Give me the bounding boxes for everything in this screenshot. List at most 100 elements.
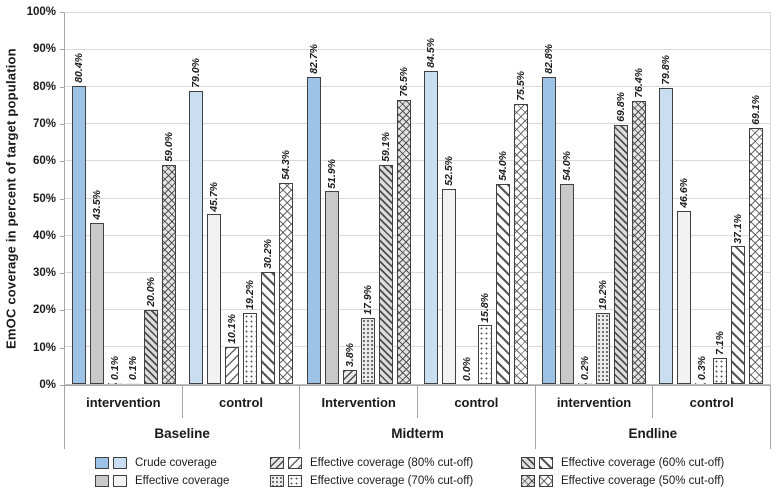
bar-endline-intervention-eff50 bbox=[631, 100, 646, 384]
legend-entry: Crude coverage bbox=[95, 456, 229, 470]
bar-slot: 54.0% bbox=[496, 13, 511, 384]
bar-value-label: 76.5% bbox=[397, 67, 410, 98]
legend-entry: Effective coverage (60% cut-off) bbox=[521, 456, 724, 470]
axis-label-intervention: Intervention bbox=[300, 386, 419, 418]
bar-groups-container: 80.4% 43.5% 0.1% 0.1% 20.0% 59.0% 79.0% 45.7% 10… bbox=[65, 13, 770, 384]
bar-slot: 84.5% bbox=[424, 13, 439, 384]
bar-value-label: 0.1% bbox=[126, 356, 139, 380]
bar-value-label: 20.0% bbox=[144, 277, 157, 307]
y-tick-mark bbox=[60, 273, 64, 275]
legend-swatch-crude-intervention bbox=[95, 457, 109, 469]
bar-slot: 20.0% bbox=[143, 13, 158, 384]
bar-slot: 79.8% bbox=[659, 13, 674, 384]
gridline bbox=[65, 345, 770, 347]
bar-baseline-intervention-eff70 bbox=[125, 383, 140, 384]
bar-baseline-control-eff50 bbox=[279, 182, 294, 384]
bar-value-label: 17.9% bbox=[361, 284, 374, 315]
legend-column-2: Effective coverage (80% cut-off) Effectiv… bbox=[270, 456, 473, 488]
axis-label-intervention: intervention bbox=[64, 386, 183, 418]
legend-entry: Effective coverage (70% cut-off) bbox=[270, 474, 473, 488]
y-tick-mark bbox=[60, 235, 64, 237]
legend-swatch-effective-intervention bbox=[95, 475, 109, 487]
bar-value-label: 84.5% bbox=[425, 37, 437, 68]
y-tick-mark bbox=[60, 385, 64, 386]
legend-swatch-eff80-intervention bbox=[270, 457, 284, 469]
gridline bbox=[65, 160, 770, 162]
bar-value-label: 54.0% bbox=[560, 150, 573, 181]
bar-endline-control-effective bbox=[677, 211, 692, 384]
bar-endline-control-eff60 bbox=[731, 246, 746, 384]
y-tick-label: 30% bbox=[32, 267, 56, 280]
bar-slot: 19.2% bbox=[243, 13, 258, 384]
bar-value-label: 10.1% bbox=[226, 313, 238, 344]
y-tick-label: 50% bbox=[32, 192, 56, 205]
y-tick-label: 70% bbox=[32, 117, 56, 130]
bar-endline-intervention-eff70 bbox=[595, 312, 610, 384]
y-tick-mark bbox=[60, 161, 64, 163]
bar-endline-control-crude bbox=[659, 87, 674, 384]
bar-value-label: 54.3% bbox=[280, 149, 292, 180]
bar-value-label: 54.0% bbox=[497, 150, 509, 181]
bar-midterm-intervention-eff70 bbox=[360, 317, 375, 384]
bar-group-midterm-intervention: 82.7% 51.9% 3.8% 17.9% 59.1% 76.5% bbox=[300, 13, 418, 384]
bar-midterm-intervention-crude bbox=[306, 77, 321, 384]
bar-slot: 82.7% bbox=[306, 13, 321, 384]
bar-value-label: 76.4% bbox=[632, 67, 645, 98]
bar-midterm-control-crude bbox=[424, 70, 439, 384]
bar-slot: 59.1% bbox=[378, 13, 393, 384]
bar-endline-control-eff70 bbox=[713, 357, 728, 384]
y-tick-label: 0% bbox=[39, 379, 56, 391]
bar-baseline-intervention-effective bbox=[89, 222, 104, 384]
bar-slot: 43.5% bbox=[89, 13, 104, 384]
bar-value-label: 3.8% bbox=[343, 342, 356, 367]
bar-endline-intervention-crude bbox=[541, 76, 556, 384]
legend-column-3: Effective coverage (60% cut-off) Effectiv… bbox=[521, 456, 724, 488]
bar-baseline-control-eff60 bbox=[261, 271, 276, 384]
bar-value-label: 19.2% bbox=[244, 280, 256, 310]
y-tick-mark bbox=[60, 123, 64, 125]
y-tick-label: 100% bbox=[26, 6, 56, 18]
bar-group-baseline-control: 79.0% 45.7% 10.1% 19.2% 30.2% 54.3% bbox=[183, 13, 301, 384]
bar-endline-control-eff50 bbox=[749, 127, 764, 384]
legend-swatch-eff50-control bbox=[539, 475, 553, 487]
y-tick-mark bbox=[60, 347, 64, 349]
legend-swatch-eff60-intervention bbox=[521, 457, 535, 469]
bar-value-label: 51.9% bbox=[325, 158, 338, 189]
y-axis: 0% 10% 20% 30% 40% 50% 60% 70% 80% 90% 100% bbox=[22, 6, 64, 391]
bar-value-label: 0.1% bbox=[108, 356, 121, 380]
gridline bbox=[65, 123, 770, 125]
axis-label-control: control bbox=[418, 386, 536, 418]
bar-value-label: 69.1% bbox=[750, 94, 762, 125]
y-tick-mark bbox=[60, 198, 64, 200]
legend-label: Effective coverage (60% cut-off) bbox=[561, 457, 725, 469]
legend-label: Crude coverage bbox=[135, 457, 217, 469]
bar-slot: 80.4% bbox=[71, 13, 86, 384]
bar-slot: 75.5% bbox=[514, 13, 529, 384]
gridline bbox=[65, 197, 770, 199]
y-tick-mark bbox=[60, 310, 64, 312]
bar-endline-control-eff80 bbox=[695, 383, 710, 384]
bar-midterm-control-effective bbox=[442, 189, 457, 384]
bar-midterm-intervention-eff60 bbox=[378, 164, 393, 384]
bar-value-label: 82.7% bbox=[307, 44, 320, 75]
bar-slot: 46.6% bbox=[677, 13, 692, 384]
legend-label: Effective coverage (80% cut-off) bbox=[310, 457, 474, 469]
bar-value-label: 19.2% bbox=[596, 280, 609, 310]
gridline bbox=[65, 234, 770, 236]
bar-group-baseline-intervention: 80.4% 43.5% 0.1% 0.1% 20.0% 59.0% bbox=[65, 13, 183, 384]
bar-slot: 69.1% bbox=[749, 13, 764, 384]
gridline bbox=[65, 49, 770, 51]
y-tick-mark bbox=[60, 49, 64, 51]
period-axis: Baseline Midterm Endline bbox=[64, 418, 771, 449]
axis-label-control: control bbox=[653, 386, 772, 418]
bar-slot: 19.2% bbox=[595, 13, 610, 384]
bar-value-label: 79.0% bbox=[190, 58, 202, 88]
bar-slot: 79.0% bbox=[189, 13, 204, 384]
bar-value-label: 59.1% bbox=[379, 131, 392, 162]
subgroup-axis: intervention control Intervention control in… bbox=[64, 385, 772, 418]
axis-label-endline: Endline bbox=[536, 418, 771, 449]
bar-group-endline-control: 79.8% 46.6% 0.3% 7.1% 37.1% 69.1% bbox=[653, 13, 771, 384]
y-tick-label: 20% bbox=[32, 304, 56, 317]
bar-slot: 52.5% bbox=[442, 13, 457, 384]
